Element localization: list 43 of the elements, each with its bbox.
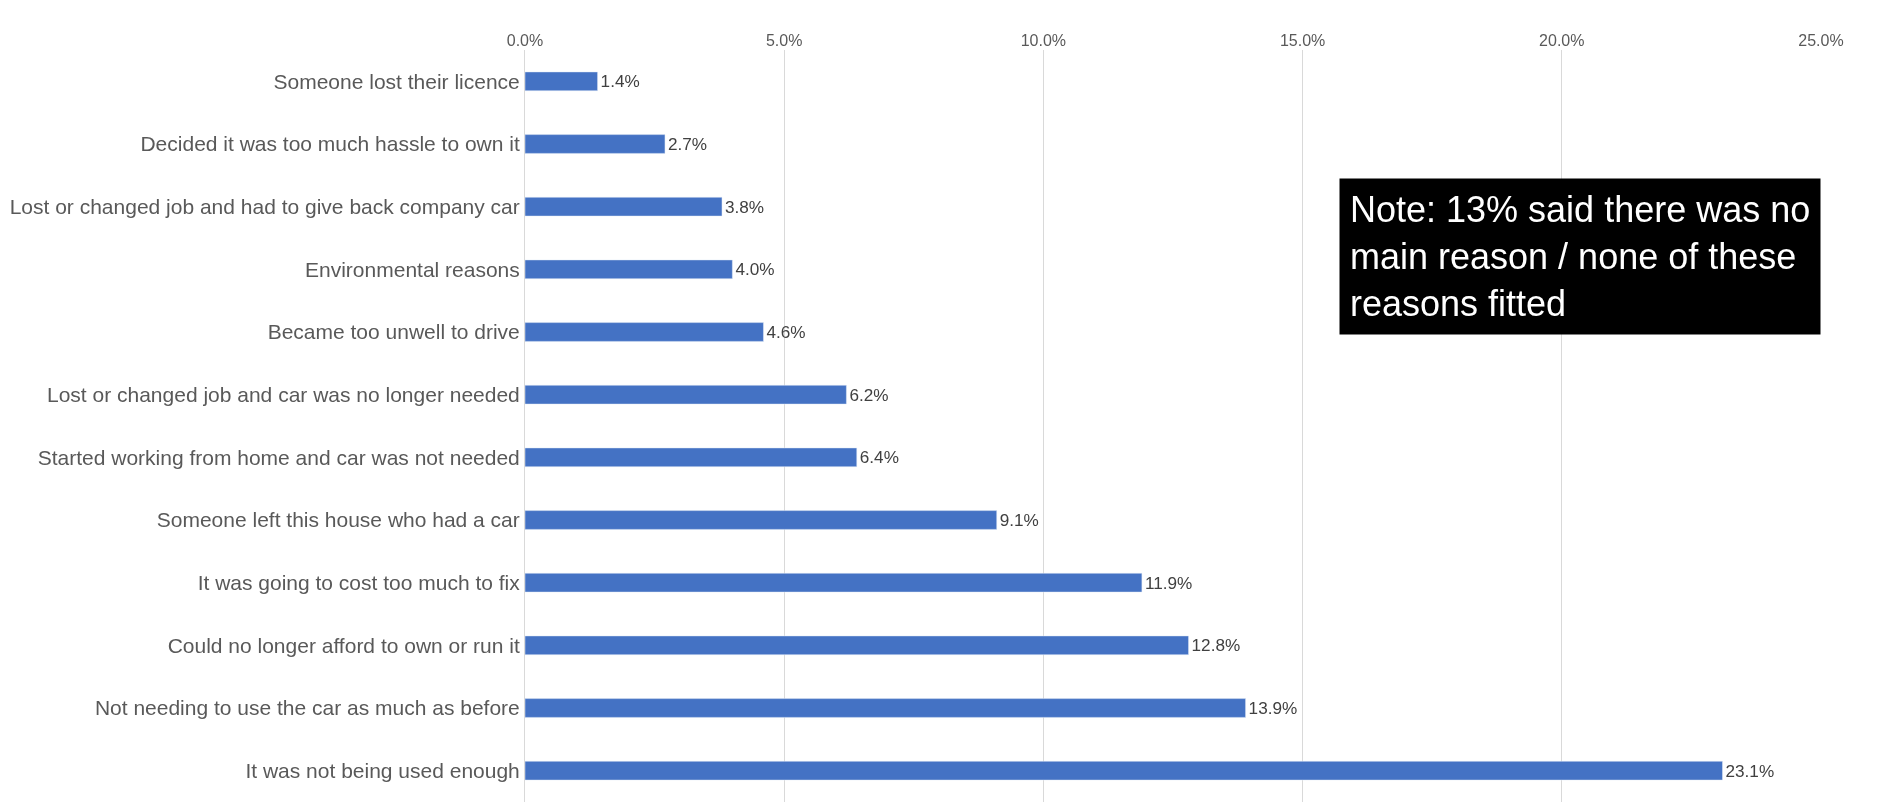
x-tick-label: 25.0% [1798, 31, 1844, 49]
y-tick-label: Someone lost their licence [273, 69, 520, 93]
data-label: 2.7% [667, 134, 708, 155]
y-tick-label: Started working from home and car was not needed [37, 445, 520, 469]
data-label: 6.4% [859, 447, 899, 468]
data-label: 23.1% [1725, 760, 1775, 781]
y-tick-label: Lost or changed job and car was no longer needed [46, 383, 520, 407]
data-label: 9.1% [999, 510, 1039, 531]
bar [525, 385, 847, 405]
annotation: Note: 13% said there was no main reason / none of these reasons fitted [1350, 189, 1811, 324]
data-label: 4.6% [766, 322, 806, 343]
data-label: 12.8% [1191, 635, 1241, 656]
y-tick-label: Not needing to use the car as much as before [94, 696, 520, 720]
bar [525, 635, 1189, 655]
data-label: 1.4% [600, 71, 640, 92]
data-label: 11.9% [1144, 572, 1193, 593]
y-tick-label: It was going to cost too much to fix [197, 571, 521, 595]
bar [525, 259, 733, 279]
y-tick-label: Environmental reasons [305, 257, 520, 281]
data-label: 4.0% [735, 259, 775, 280]
bar [525, 134, 666, 154]
x-tick-label: 0.0% [506, 31, 544, 49]
bar [525, 698, 1246, 718]
bar [525, 197, 723, 217]
x-tick-label: 15.0% [1279, 31, 1326, 49]
x-tick-label: 10.0% [1020, 31, 1067, 49]
data-label: 13.9% [1248, 698, 1298, 719]
bar [525, 510, 997, 530]
x-tick-label: 5.0% [765, 31, 803, 49]
y-tick-label: Decided it was too much hassle to own it [140, 132, 520, 156]
bar [525, 761, 1723, 781]
x-tick-label: 20.0% [1539, 31, 1585, 49]
y-tick-label: It was not being used enough [245, 759, 520, 783]
data-label: 6.2% [849, 384, 889, 405]
bar [525, 322, 764, 342]
y-tick-label: Became too unwell to drive [267, 320, 520, 344]
y-tick-label: Lost or changed job and had to give back company car [9, 195, 520, 219]
bar [525, 573, 1143, 593]
bar [525, 447, 858, 467]
data-label: 3.8% [725, 196, 765, 217]
y-tick-label: Someone left this house who had a car [156, 508, 520, 532]
bar [525, 71, 598, 91]
y-tick-label: Could no longer afford to own or run it [167, 633, 520, 657]
